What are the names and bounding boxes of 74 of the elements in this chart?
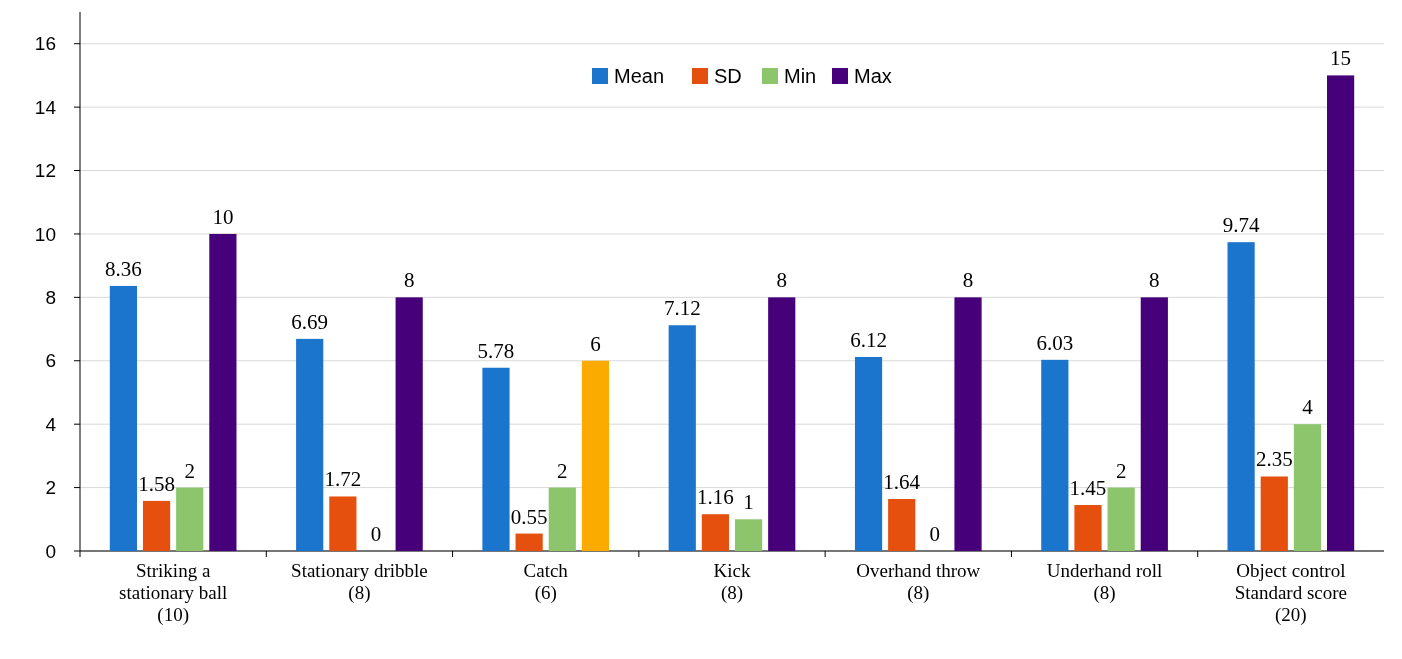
bar — [668, 325, 696, 551]
bar — [395, 297, 423, 551]
x-tick-label: Overhand throw (8) — [856, 560, 981, 604]
y-tick-label: 10 — [34, 223, 56, 245]
bar — [888, 499, 916, 551]
data-label: 2 — [184, 458, 195, 483]
data-label: 1.64 — [883, 470, 921, 494]
data-label: 10 — [212, 204, 234, 229]
y-tick-label: 4 — [45, 413, 57, 435]
y-tick-label: 8 — [45, 287, 56, 308]
bar — [854, 356, 883, 551]
bar — [142, 500, 171, 551]
y-tick-label: 12 — [34, 160, 56, 182]
data-label: 6.03 — [1036, 330, 1074, 355]
x-tick-label: Underhand roll (8) — [1046, 560, 1163, 604]
data-label: 1.72 — [324, 467, 362, 492]
y-tick-label: 16 — [34, 33, 56, 55]
bar — [768, 297, 796, 551]
bar — [734, 519, 763, 551]
bar — [482, 367, 510, 551]
data-label: 6.12 — [850, 327, 887, 352]
data-label: 1.45 — [1069, 476, 1107, 501]
legend-label: Max — [854, 65, 892, 87]
bar — [176, 487, 204, 551]
x-tick-label: Stationary dribble (8) — [291, 560, 428, 604]
data-label: 15 — [1330, 46, 1352, 71]
bar — [1293, 424, 1322, 551]
bar — [1107, 487, 1135, 551]
legend-label: Min — [784, 65, 817, 87]
y-tick-label: 14 — [34, 96, 57, 118]
bar — [1140, 297, 1168, 551]
bar — [581, 360, 610, 551]
data-label: 8 — [403, 268, 415, 293]
data-label: 5.78 — [477, 338, 515, 363]
bar — [701, 514, 730, 551]
data-label: 6 — [590, 331, 601, 356]
data-label: 0.55 — [510, 504, 548, 529]
y-tick-label: 6 — [45, 350, 56, 372]
legend-label: Mean — [614, 65, 665, 87]
bar — [329, 496, 357, 551]
data-label: 7.12 — [663, 296, 701, 321]
bar — [1227, 242, 1255, 551]
bar — [1260, 476, 1288, 551]
data-label: 9.74 — [1222, 213, 1260, 238]
data-label: 4 — [1302, 395, 1314, 420]
y-tick-label: 2 — [45, 477, 56, 499]
data-label: 0 — [370, 522, 382, 546]
data-label: 8 — [962, 268, 974, 293]
bar — [296, 338, 324, 551]
data-label: 1 — [743, 490, 754, 515]
bar — [209, 233, 237, 551]
bar — [954, 297, 982, 551]
data-label: 8 — [776, 268, 787, 293]
data-label: 1.58 — [138, 471, 175, 496]
data-label: 8 — [1149, 268, 1160, 293]
data-label: 1.16 — [697, 485, 734, 510]
data-label: 2 — [557, 458, 568, 483]
bar — [1074, 505, 1102, 551]
bar — [548, 487, 576, 551]
x-tick-label: Kick (8) — [713, 560, 751, 604]
y-tick-label: 0 — [45, 540, 56, 562]
bar — [515, 533, 543, 551]
x-tick-label: Striking a stationary ball (10) — [119, 560, 228, 626]
x-tick-label: Object control Standard score (20) — [1234, 560, 1348, 626]
legend-label: SD — [714, 65, 742, 87]
bar — [109, 285, 137, 551]
data-label: 0 — [929, 522, 941, 546]
data-label: 2 — [1115, 458, 1127, 483]
data-label: 6.69 — [291, 309, 329, 334]
x-tick-label: Catch (6) — [523, 560, 569, 604]
data-label: 8.36 — [105, 256, 142, 281]
bar — [1327, 75, 1355, 551]
bar — [1041, 359, 1069, 551]
data-label: 2.35 — [1255, 447, 1293, 472]
